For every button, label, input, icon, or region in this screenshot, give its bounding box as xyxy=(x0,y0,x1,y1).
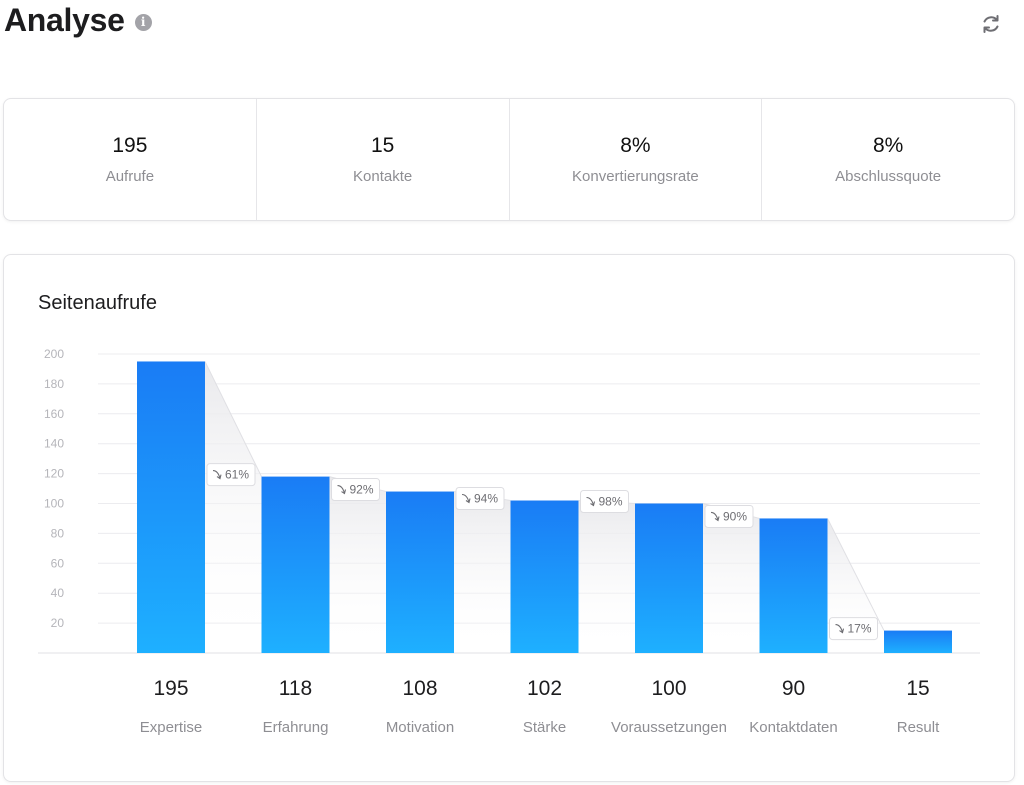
bar-motivation xyxy=(386,491,454,653)
category-label: Expertise xyxy=(140,719,203,736)
y-tick-label: 160 xyxy=(44,407,64,421)
funnel-area xyxy=(329,476,386,653)
page-views-chart: 20 40 60 80 100 120 140 160 180 200 61% 92% 94% 98% 90… xyxy=(38,347,980,736)
page-title: Analyse xyxy=(4,1,125,38)
stat-label: Kontakte xyxy=(353,168,413,185)
conversion-badge xyxy=(331,478,380,502)
y-tick-label: 100 xyxy=(44,497,64,511)
bar-result xyxy=(884,630,952,653)
bar-kontaktdaten xyxy=(759,518,828,653)
funnel-area xyxy=(205,361,262,653)
trend-down-icon xyxy=(835,624,845,634)
category-label: Voraussetzungen xyxy=(611,719,727,736)
chart-title: Seitenaufrufe xyxy=(38,292,157,314)
y-tick-label: 180 xyxy=(44,377,64,391)
conversion-rate-label: 90% xyxy=(723,509,747,523)
stat-label: Abschlussquote xyxy=(835,168,942,185)
bar-stärke xyxy=(510,500,579,653)
category-value: 100 xyxy=(651,677,686,700)
trend-down-icon xyxy=(461,493,471,504)
category-value: 102 xyxy=(527,677,562,700)
page-header: Analyse i xyxy=(4,0,152,40)
y-tick-label: 20 xyxy=(51,616,65,630)
funnel-area xyxy=(703,503,760,653)
funnel-edge xyxy=(204,361,262,477)
conversion-rate-label: 17% xyxy=(848,622,872,636)
funnel-edge xyxy=(827,518,885,631)
category-label: Result xyxy=(897,719,940,736)
stat-label: Konvertierungsrate xyxy=(572,168,699,185)
category-label: Erfahrung xyxy=(263,719,329,736)
funnel-area xyxy=(578,500,635,653)
category-value: 118 xyxy=(279,677,312,700)
trend-down-icon xyxy=(212,470,222,480)
stat-label: Aufrufe xyxy=(105,168,155,185)
trend-down-icon xyxy=(710,511,720,522)
stat-abschlussquote: 8% Abschlussquote xyxy=(762,99,1014,220)
bar-expertise xyxy=(137,361,205,653)
y-tick-label: 120 xyxy=(44,467,64,481)
y-tick-label: 140 xyxy=(44,437,64,451)
conversion-rate-label: 98% xyxy=(599,495,623,509)
category-label: Kontaktdaten xyxy=(749,719,837,736)
trend-down-icon xyxy=(586,496,596,507)
stat-value: 8% xyxy=(620,134,651,157)
refresh-icon[interactable] xyxy=(978,11,1004,37)
stat-kontakte: 15 Kontakte xyxy=(257,99,510,220)
stat-value: 195 xyxy=(112,134,148,157)
y-tick-label: 40 xyxy=(51,586,65,600)
conversion-badge xyxy=(206,463,256,487)
chart-card: Seitenaufrufe 20 40 60 80 100 120 140 160 180 200… xyxy=(3,254,1015,782)
conversion-rate-label: 61% xyxy=(225,468,249,482)
conversion-badge xyxy=(580,490,629,513)
y-tick-label: 80 xyxy=(51,526,65,540)
stats-panel: 195 Aufrufe 15 Kontakte 8% Konvertierung… xyxy=(3,98,1015,221)
category-label: Stärke xyxy=(523,719,566,736)
category-value: 15 xyxy=(906,677,929,700)
funnel-area xyxy=(454,491,511,653)
y-tick-label: 200 xyxy=(44,347,64,361)
stat-konvertierungsrate: 8% Konvertierungsrate xyxy=(510,99,763,220)
bar-voraussetzungen xyxy=(635,503,703,653)
stat-value: 15 xyxy=(370,134,395,157)
stat-value: 8% xyxy=(872,134,904,157)
y-tick-label: 60 xyxy=(51,556,65,570)
category-value: 108 xyxy=(402,677,437,700)
category-label: Motivation xyxy=(386,719,454,736)
conversion-rate-label: 92% xyxy=(350,483,374,497)
info-icon[interactable]: i xyxy=(134,13,152,31)
category-value: 195 xyxy=(153,677,188,700)
conversion-rate-label: 94% xyxy=(474,492,498,506)
trend-down-icon xyxy=(337,484,347,495)
bar-erfahrung xyxy=(261,476,330,653)
conversion-badge xyxy=(704,504,754,528)
stat-aufrufe: 195 Aufrufe xyxy=(4,99,257,220)
conversion-badge xyxy=(455,487,505,511)
conversion-badge xyxy=(829,617,878,641)
category-value: 90 xyxy=(782,677,805,700)
